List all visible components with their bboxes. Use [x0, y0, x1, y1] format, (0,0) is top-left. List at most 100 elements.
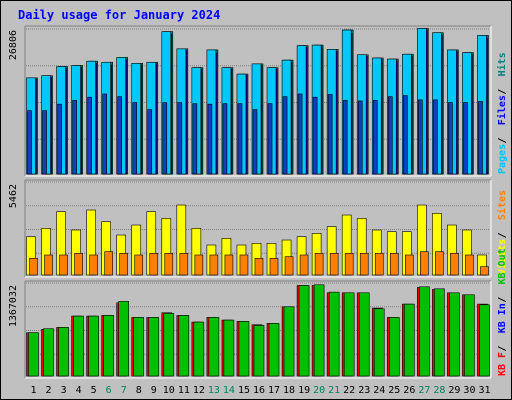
- x-tick-label: 11: [178, 385, 190, 396]
- sites-bar: [450, 253, 459, 276]
- kb-out-bar: [373, 308, 385, 377]
- kb-out-bar: [58, 327, 69, 377]
- x-tick-label: 15: [238, 385, 250, 396]
- kb-out-bar: [148, 317, 160, 377]
- panel-0-legend-separator: /: [497, 137, 508, 143]
- kb-out-bar: [103, 315, 114, 377]
- kb-out-bar: [43, 328, 54, 377]
- kb-out-bar: [464, 294, 475, 377]
- x-tick-label: 5: [91, 385, 97, 396]
- kb-out-bar: [238, 321, 250, 377]
- pages-bar: [192, 103, 198, 175]
- sites-bar: [179, 253, 189, 276]
- kb-out-bar: [479, 304, 490, 377]
- x-tick-label: 19: [298, 385, 310, 396]
- kb-out-bar: [449, 292, 460, 377]
- x-tick-label: 4: [76, 385, 82, 396]
- kb-out-bar: [298, 285, 310, 377]
- x-tick-label: 25: [388, 385, 400, 396]
- pages-bar: [57, 103, 62, 175]
- sites-bar: [254, 258, 264, 276]
- pages-bar: [72, 100, 77, 175]
- x-tick-label: 20: [313, 385, 325, 396]
- pages-bar: [387, 96, 393, 175]
- x-tick-label: 10: [163, 385, 175, 396]
- kb-out-bar: [434, 288, 445, 377]
- sites-bar: [89, 254, 98, 276]
- pages-bar: [147, 109, 153, 175]
- sites-bar: [314, 253, 324, 276]
- kb-out-bar: [193, 321, 205, 377]
- kb-out-bar: [73, 315, 84, 377]
- pages-bar: [433, 99, 438, 175]
- x-tick-label: 29: [448, 385, 460, 396]
- kb-out-bar: [88, 315, 99, 377]
- panel-2-y-max-label: 1367032: [8, 285, 19, 327]
- sites-bar: [164, 253, 174, 276]
- kb-out-bar: [118, 301, 129, 377]
- x-tick-label: 16: [253, 385, 265, 396]
- x-tick-label: 7: [121, 385, 127, 396]
- kb-out-bar: [223, 319, 235, 377]
- panel-1-y-max-label: 5462: [8, 184, 19, 208]
- kb-out-bar: [343, 292, 355, 377]
- sites-bar: [104, 251, 113, 276]
- x-tick-label: 27: [418, 385, 430, 396]
- panel-0-legend-hits: Hits: [496, 52, 508, 76]
- pages-bar: [222, 103, 228, 175]
- kb-out-bar: [28, 332, 39, 377]
- x-tick-label: 28: [433, 385, 445, 396]
- x-tick-label: 30: [463, 385, 475, 396]
- panel-0-legend-files: Files: [496, 95, 508, 125]
- pages-bar: [42, 110, 47, 175]
- kb-out-bar: [178, 315, 190, 377]
- sites-bar: [74, 253, 83, 276]
- sites-bar: [149, 253, 159, 276]
- pages-bar: [372, 100, 378, 175]
- x-tick-label: 12: [193, 385, 205, 396]
- kb-out-bar: [253, 325, 265, 377]
- sites-bar: [299, 254, 309, 276]
- sites-bar: [269, 258, 279, 276]
- kb-out-bar: [419, 286, 430, 377]
- sites-bar: [329, 253, 339, 276]
- pages-bar: [27, 110, 32, 175]
- pages-bar: [87, 96, 92, 175]
- x-tick-label: 26: [403, 385, 415, 396]
- x-tick-label: 23: [358, 385, 370, 396]
- kb-out-bar: [283, 306, 295, 377]
- x-tick-label: 9: [151, 385, 157, 396]
- pages-bar: [102, 93, 107, 175]
- panel-2-legend-kb-f: KB F: [497, 352, 508, 376]
- pages-bar: [207, 103, 213, 175]
- pages-bar: [312, 96, 318, 175]
- pages-bar: [252, 109, 258, 175]
- sites-bar: [224, 254, 234, 276]
- panel-0-legend-pages: Pages: [497, 144, 508, 174]
- pages-bar: [117, 96, 122, 175]
- sites-bar: [119, 253, 128, 276]
- pages-bar: [282, 96, 288, 175]
- kb-out-bar: [328, 291, 340, 377]
- x-tick-label: 17: [268, 385, 280, 396]
- sites-bar: [420, 251, 429, 276]
- x-tick-label: 3: [61, 385, 67, 396]
- sites-bar: [480, 266, 489, 276]
- pages-bar: [448, 102, 453, 175]
- x-tick-label: 14: [223, 385, 235, 396]
- pages-bar: [267, 103, 273, 175]
- kb-out-bar: [163, 313, 175, 377]
- sites-bar: [359, 253, 369, 276]
- sites-bar: [465, 254, 474, 276]
- sites-bar: [239, 254, 249, 276]
- kb-out-bar: [388, 317, 400, 377]
- pages-bar: [463, 102, 468, 175]
- x-tick-label: 31: [478, 385, 490, 396]
- pages-bar: [357, 100, 363, 175]
- x-tick-label: 13: [208, 385, 220, 396]
- kb-out-bar: [268, 323, 280, 377]
- x-tick-label: 1: [31, 385, 37, 396]
- panel-1-legend-visits: Visits: [496, 239, 508, 275]
- sites-bar: [344, 253, 354, 276]
- sites-bar: [209, 254, 219, 276]
